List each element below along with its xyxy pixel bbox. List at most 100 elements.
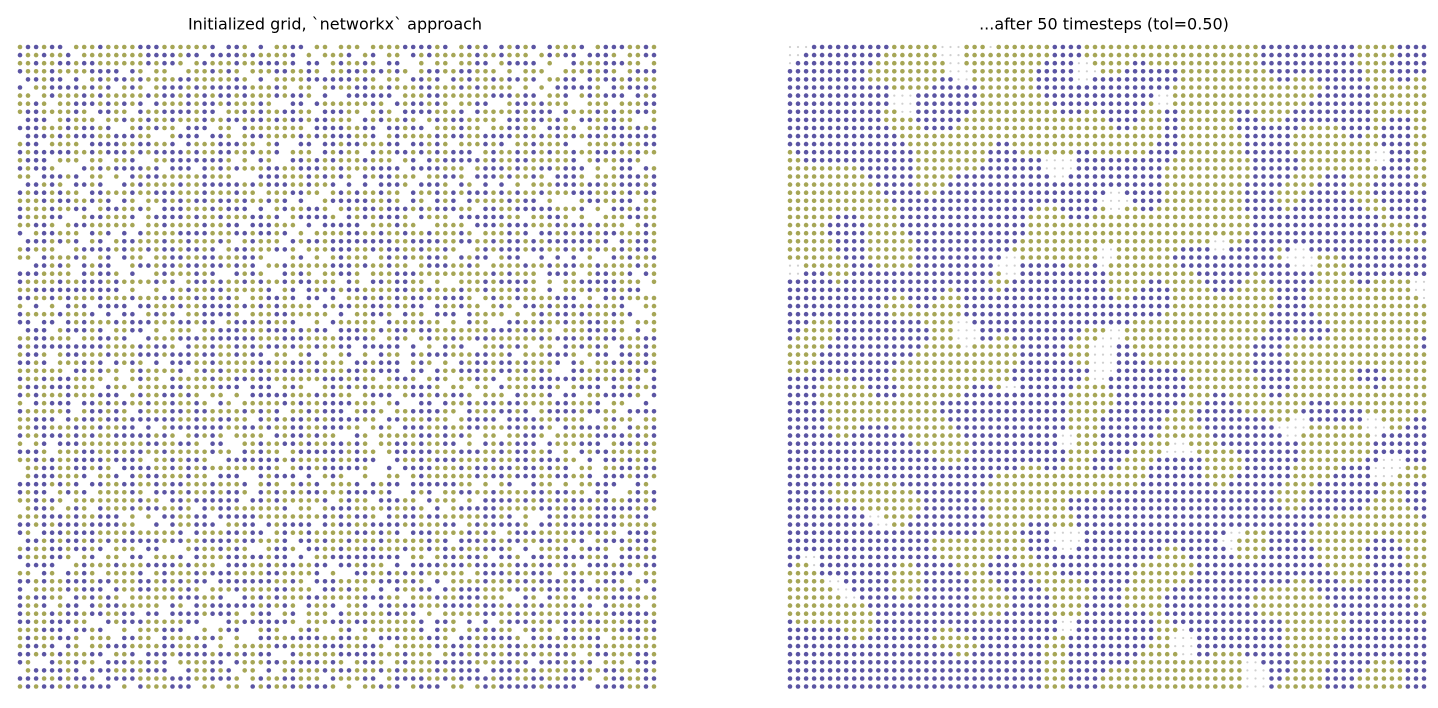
grid-node [523,473,528,479]
grid-node [402,206,408,212]
grid-node [210,384,215,390]
grid-node [595,344,601,349]
grid-node [274,506,280,511]
grid-node [635,457,641,463]
grid-node [242,376,247,382]
grid-node [290,344,296,349]
grid-node [25,117,31,123]
grid-node [443,400,448,406]
grid-node [555,457,560,463]
grid-node [162,352,167,357]
grid-node [635,603,641,608]
grid-node [33,158,39,163]
grid-node [611,603,617,608]
grid-node [394,222,400,228]
grid-node [162,490,167,495]
grid-node [547,530,552,535]
grid-node [194,449,199,455]
grid-node [579,206,585,212]
grid-node [427,141,432,147]
grid-node [603,336,609,341]
grid-node [354,141,360,147]
grid-node [194,303,199,309]
grid-node [507,441,512,447]
grid-node [378,174,384,179]
grid-node [362,473,368,479]
grid-node [258,222,264,228]
grid-node [443,69,448,74]
grid-node [274,60,280,66]
grid-node [65,603,71,608]
grid-node [330,198,336,204]
grid-node [57,384,63,390]
grid-node [162,368,167,374]
grid-node [603,490,609,495]
grid-node [410,255,416,260]
grid-node [427,174,432,179]
grid-node [122,93,127,98]
grid-node [290,562,296,568]
grid-node [114,239,119,244]
grid-node [162,85,167,90]
grid-node [611,417,617,422]
grid-node [290,611,296,616]
grid-node [627,514,633,519]
grid-node [427,611,432,616]
grid-node [338,384,344,390]
grid-node [419,546,424,552]
grid-node [266,263,272,268]
grid-node [611,255,617,260]
grid-node [346,206,352,212]
grid-node [17,303,23,309]
grid-node [523,60,528,66]
grid-node [571,125,576,131]
grid-node [25,311,31,317]
grid-node [106,222,111,228]
grid-node [587,368,593,374]
grid-node [250,222,255,228]
grid-node [73,530,79,535]
grid-node [346,117,352,123]
grid-node [587,295,593,301]
grid-node [130,166,135,171]
grid-node [162,230,167,236]
grid-node [298,117,304,123]
grid-node [627,125,633,131]
grid-node [306,400,312,406]
grid-node [563,465,568,471]
grid-node [218,498,223,503]
grid-node [507,465,512,471]
grid-node [226,101,231,106]
grid-node [394,77,400,82]
grid-node [106,69,111,74]
grid-node [258,400,264,406]
grid-node [274,498,280,503]
grid-node [122,400,127,406]
grid-node [370,481,376,487]
grid-node [459,303,464,309]
grid-node [178,506,183,511]
grid-node [282,417,288,422]
grid-node [25,433,31,438]
grid-node [595,352,601,357]
grid-node [643,352,649,357]
grid-node [162,400,167,406]
grid-node [81,247,87,252]
grid-node [483,465,488,471]
grid-node [33,409,39,414]
grid-node [579,287,585,293]
grid-node [25,77,31,82]
grid-node [346,125,352,131]
grid-node [451,230,456,236]
grid-node [306,174,312,179]
grid-node [170,457,175,463]
grid-node [202,190,207,195]
grid-node [571,344,576,349]
grid-node [210,230,215,236]
grid-node [579,481,585,487]
grid-node [98,60,103,66]
grid-node [595,481,601,487]
grid-node [523,384,528,390]
grid-node [354,287,360,293]
